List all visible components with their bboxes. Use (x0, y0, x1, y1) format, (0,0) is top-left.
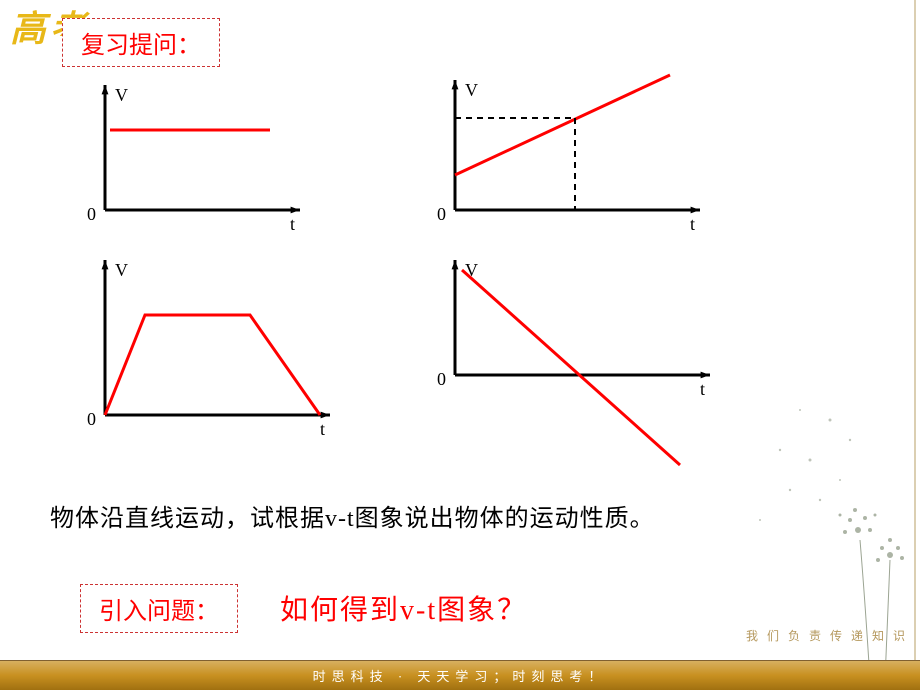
axis-label-v: V (465, 260, 478, 281)
review-tag-text: 复习提问： (81, 33, 201, 59)
footer-text: 时思科技 · 天天学习；时刻思考！ (313, 666, 608, 685)
footer-bar: 时思科技 · 天天学习；时刻思考！ (0, 660, 920, 690)
axis-label-origin: 0 (437, 369, 446, 390)
axis-label-t: t (700, 379, 705, 400)
intro-tag-box: 引入问题： (80, 584, 238, 633)
axis-label-t: t (320, 419, 325, 440)
review-tag-box: 复习提问： (62, 18, 220, 67)
axis-label-t: t (290, 214, 295, 235)
axis-label-v: V (115, 85, 128, 106)
axis-label-origin: 0 (437, 204, 446, 225)
axis-label-origin: 0 (87, 409, 96, 430)
axis-label-v: V (115, 260, 128, 281)
axis-label-v: V (465, 80, 478, 101)
intro-question-text: 如何得到v-t图象？ (280, 588, 527, 628)
chart-decreasing-velocity: V t 0 (420, 250, 740, 470)
question-text: 物体沿直线运动，试根据v-t图象说出物体的运动性质。 (50, 498, 655, 533)
chart-grid: V t 0 V t 0 V t 0 V t 0 (40, 70, 760, 460)
intro-tag-text: 引入问题： (99, 599, 219, 625)
chart-increasing-velocity: V t 0 (420, 70, 720, 230)
side-caption: 我 们 负 责 传 递 知 识 (746, 627, 908, 644)
chart-trapezoidal-velocity: V t 0 (70, 250, 350, 440)
chart-constant-velocity: V t 0 (70, 70, 320, 230)
axis-label-t: t (690, 214, 695, 235)
axis-label-origin: 0 (87, 204, 96, 225)
